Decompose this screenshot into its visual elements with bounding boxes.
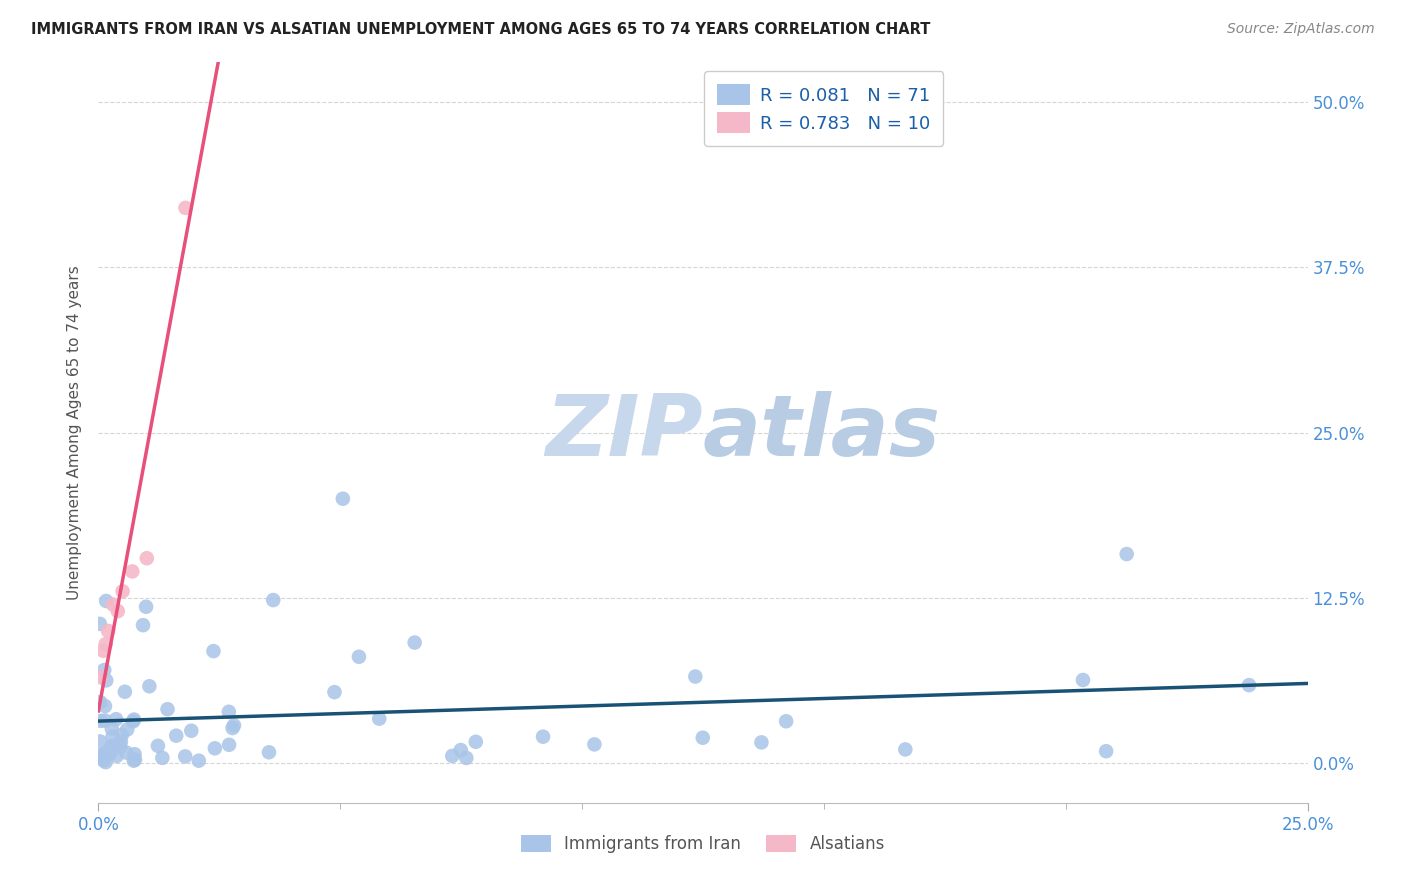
Point: [685, 669, 707, 683]
Point: [114, 685, 136, 699]
Point: [94, 714, 117, 728]
Point: [775, 714, 797, 729]
Point: [90, 714, 112, 728]
Point: [218, 738, 240, 752]
Point: [751, 735, 773, 749]
Point: [101, 598, 124, 612]
Point: [221, 721, 243, 735]
Point: [135, 551, 157, 566]
Point: [257, 745, 280, 759]
Text: atlas: atlas: [703, 391, 941, 475]
Point: [150, 751, 173, 765]
Point: [135, 599, 157, 614]
Point: [89, 616, 111, 631]
Point: [692, 731, 714, 745]
Point: [97, 747, 120, 761]
Point: [531, 730, 554, 744]
Point: [1095, 744, 1118, 758]
Point: [93, 753, 115, 767]
Point: [122, 714, 145, 729]
Point: [332, 491, 354, 506]
Point: [122, 754, 145, 768]
Point: [323, 685, 346, 699]
Point: [138, 679, 160, 693]
Point: [180, 723, 202, 738]
Point: [93, 663, 115, 677]
Point: [94, 755, 117, 769]
Point: [115, 723, 138, 737]
Point: [174, 201, 197, 215]
Point: [89, 695, 111, 709]
Point: [441, 748, 464, 763]
Point: [90, 670, 112, 684]
Point: [122, 713, 145, 727]
Point: [456, 751, 478, 765]
Point: [89, 734, 111, 748]
Point: [583, 738, 606, 752]
Point: [110, 735, 132, 749]
Point: [894, 742, 917, 756]
Point: [1071, 673, 1094, 687]
Point: [156, 702, 179, 716]
Point: [94, 637, 117, 651]
Point: [96, 745, 118, 759]
Point: [204, 741, 226, 756]
Point: [107, 604, 129, 618]
Point: [111, 728, 134, 742]
Point: [187, 754, 209, 768]
Point: [105, 749, 128, 764]
Point: [132, 618, 155, 632]
Point: [90, 748, 112, 763]
Point: [96, 594, 118, 608]
Point: [124, 747, 146, 762]
Point: [97, 624, 120, 638]
Point: [262, 593, 284, 607]
Point: [101, 730, 124, 744]
Point: [110, 739, 132, 754]
Y-axis label: Unemployment Among Ages 65 to 74 years: Unemployment Among Ages 65 to 74 years: [67, 265, 83, 600]
Point: [1115, 547, 1137, 561]
Point: [91, 748, 114, 763]
Point: [218, 705, 240, 719]
Point: [115, 746, 138, 760]
Point: [105, 712, 128, 726]
Point: [464, 735, 486, 749]
Point: [100, 739, 122, 754]
Point: [94, 699, 117, 714]
Point: [111, 584, 134, 599]
Point: [165, 729, 187, 743]
Point: [450, 743, 472, 757]
Point: [202, 644, 225, 658]
Point: [121, 565, 143, 579]
Point: [174, 749, 197, 764]
Point: [96, 673, 118, 688]
Point: [101, 722, 124, 736]
Point: [98, 747, 121, 761]
Point: [91, 644, 114, 658]
Text: IMMIGRANTS FROM IRAN VS ALSATIAN UNEMPLOYMENT AMONG AGES 65 TO 74 YEARS CORRELAT: IMMIGRANTS FROM IRAN VS ALSATIAN UNEMPLO…: [31, 22, 931, 37]
Text: Source: ZipAtlas.com: Source: ZipAtlas.com: [1227, 22, 1375, 37]
Point: [222, 718, 245, 732]
Point: [347, 649, 370, 664]
Point: [124, 753, 146, 767]
Point: [404, 635, 426, 649]
Point: [368, 712, 391, 726]
Point: [101, 740, 124, 755]
Point: [146, 739, 169, 753]
Legend: Immigrants from Iran, Alsatians: Immigrants from Iran, Alsatians: [513, 826, 893, 861]
Point: [1237, 678, 1260, 692]
Text: ZIP: ZIP: [546, 391, 703, 475]
